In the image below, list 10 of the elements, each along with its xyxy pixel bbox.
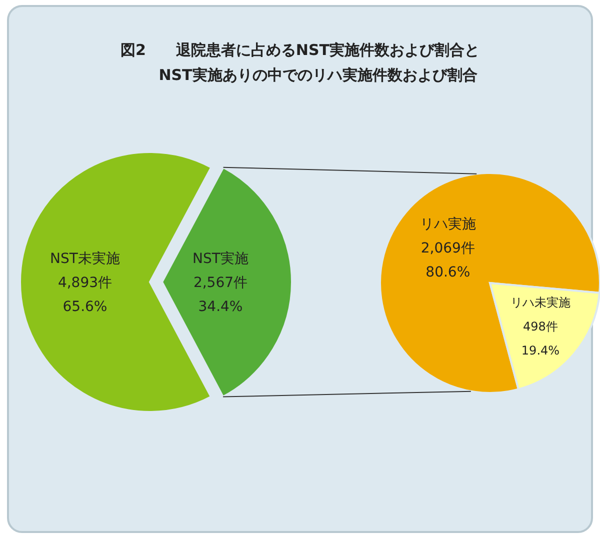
slice-label: リハ実施 [420,216,476,233]
data-label: 4,893件 65.6% [58,274,112,315]
data-label: 2,567件 34.4% [193,275,248,316]
slice-label: リハ未実施 [510,295,570,310]
data-label: 2,069件 80.6% [420,240,475,281]
slice-label: NST実施 [192,251,248,268]
chart-title: 図2 退院患者に占めるNST実施件数および割合と [120,41,480,59]
chart-subtitle: NST実施ありの中でのリハ実施件数および割合 [158,66,478,84]
slice-label: NST未実施 [50,250,120,267]
data-label: 498件 19.4% [521,319,560,358]
